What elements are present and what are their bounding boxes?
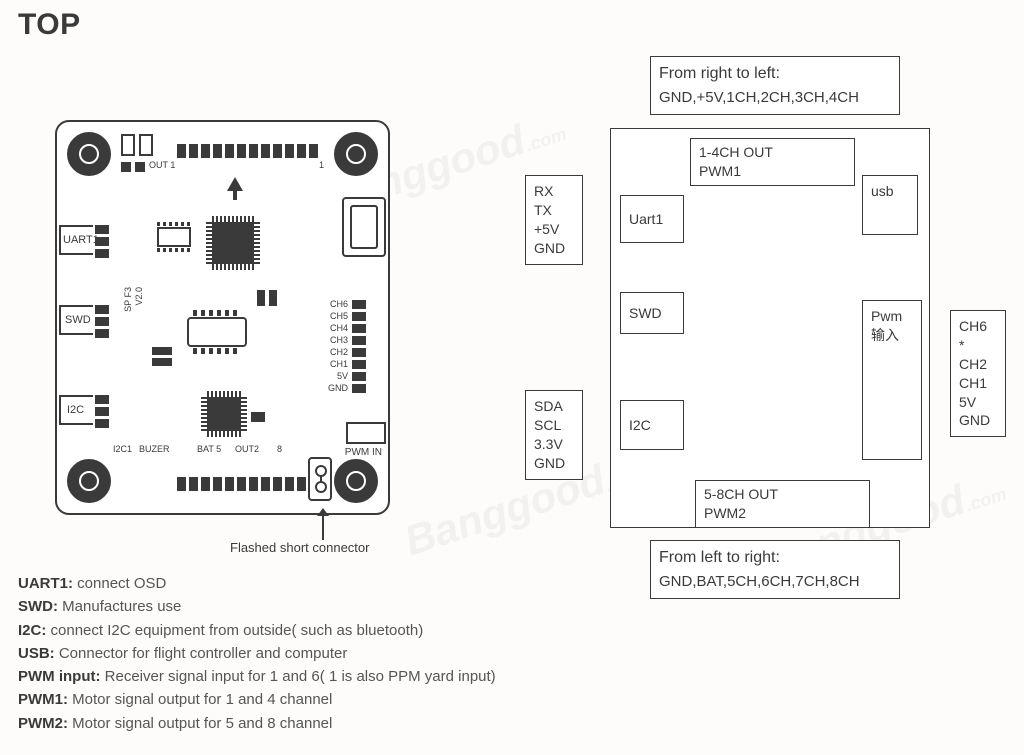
arrow-marker xyxy=(227,177,243,191)
smd xyxy=(257,290,265,306)
top-header-line1: From right to left: xyxy=(659,63,891,85)
arrow-marker-stem xyxy=(233,190,237,200)
pwm2-header xyxy=(177,477,318,491)
pwm2-box: 5-8CH OUT PWM2 xyxy=(695,480,870,528)
mount-hole xyxy=(334,459,378,503)
smd xyxy=(152,358,172,366)
mcu-chip xyxy=(212,222,254,264)
smd xyxy=(269,290,277,306)
label-pwmin: PWM IN xyxy=(345,447,382,458)
usb-box: usb xyxy=(862,175,918,235)
usb-connector xyxy=(342,197,386,257)
pcb-outline: OUT 1 1 UART1 SWD I2C SP F3 V2.0 xyxy=(55,120,390,515)
i2c-pads xyxy=(95,395,109,428)
smd xyxy=(121,162,131,172)
so8-leads xyxy=(157,248,191,252)
label-out1: OUT 1 xyxy=(149,160,175,170)
smd xyxy=(121,134,135,156)
label-out2: OUT2 xyxy=(235,444,259,454)
smd xyxy=(251,412,265,422)
mount-hole xyxy=(334,132,378,176)
micro-text-sp: SP F3 xyxy=(123,287,133,312)
bottom-header-box: From left to right: GND,BAT,5CH,6CH,7CH,… xyxy=(650,540,900,599)
pwm1-box: 1-4CH OUT PWM1 xyxy=(690,138,855,186)
top-header-line2: GND,+5V,1CH,2CH,3CH,4CH xyxy=(659,88,891,108)
page-title: TOP xyxy=(18,8,81,42)
i2c-box: I2C xyxy=(620,400,684,450)
pwmin-box: Pwm 输入 xyxy=(862,300,922,460)
osc-leads xyxy=(193,310,241,316)
sda-box: SDA SCL 3.3V GND xyxy=(525,390,583,480)
mount-hole xyxy=(67,132,111,176)
micro-text-ver: V2.0 xyxy=(134,287,144,306)
label-eight: 8 xyxy=(277,444,282,454)
so8-leads xyxy=(157,222,191,226)
smd xyxy=(135,162,145,172)
pwmin-conn xyxy=(346,422,386,444)
label-i2c: I2C xyxy=(67,404,84,416)
ch-labels: CH6 CH5 CH4 CH3 CH2 CH1 5V GND xyxy=(328,298,348,394)
ch-right-box: CH6 * CH2 CH1 5V GND xyxy=(950,310,1006,437)
label-swd: SWD xyxy=(65,314,91,326)
label-i2c1: I2C1 xyxy=(113,444,132,454)
uart1-box: Uart1 xyxy=(620,195,684,243)
glossary: UART1: connect OSD SWD: Manufactures use… xyxy=(18,572,496,735)
bottom-header-line2: GND,BAT,5CH,6CH,7CH,8CH xyxy=(659,572,891,592)
so8-chip xyxy=(157,227,191,247)
flashed-pointer-head xyxy=(317,508,329,516)
label-buzer: BUZER xyxy=(139,444,170,454)
smd xyxy=(152,347,172,355)
oscillator xyxy=(187,317,247,347)
flashed-pointer xyxy=(322,512,324,540)
pwm1-header xyxy=(177,144,318,158)
mount-hole xyxy=(67,459,111,503)
smd xyxy=(139,134,153,156)
label-bat5: BAT 5 xyxy=(197,444,221,454)
pwmin-pads xyxy=(352,300,366,393)
label-one: 1 xyxy=(319,160,324,170)
flashed-connector xyxy=(308,457,332,501)
rxtx-box: RX TX +5V GND xyxy=(525,175,583,265)
label-uart1: UART1 xyxy=(63,234,99,246)
bottom-header-line1: From left to right: xyxy=(659,547,891,569)
swd-pads xyxy=(95,305,109,338)
qfp-chip-2 xyxy=(207,397,241,431)
flashed-caption: Flashed short connector xyxy=(230,540,369,555)
swd-box: SWD xyxy=(620,292,684,334)
osc-leads xyxy=(193,348,241,354)
top-header-box: From right to left: GND,+5V,1CH,2CH,3CH,… xyxy=(650,56,900,115)
